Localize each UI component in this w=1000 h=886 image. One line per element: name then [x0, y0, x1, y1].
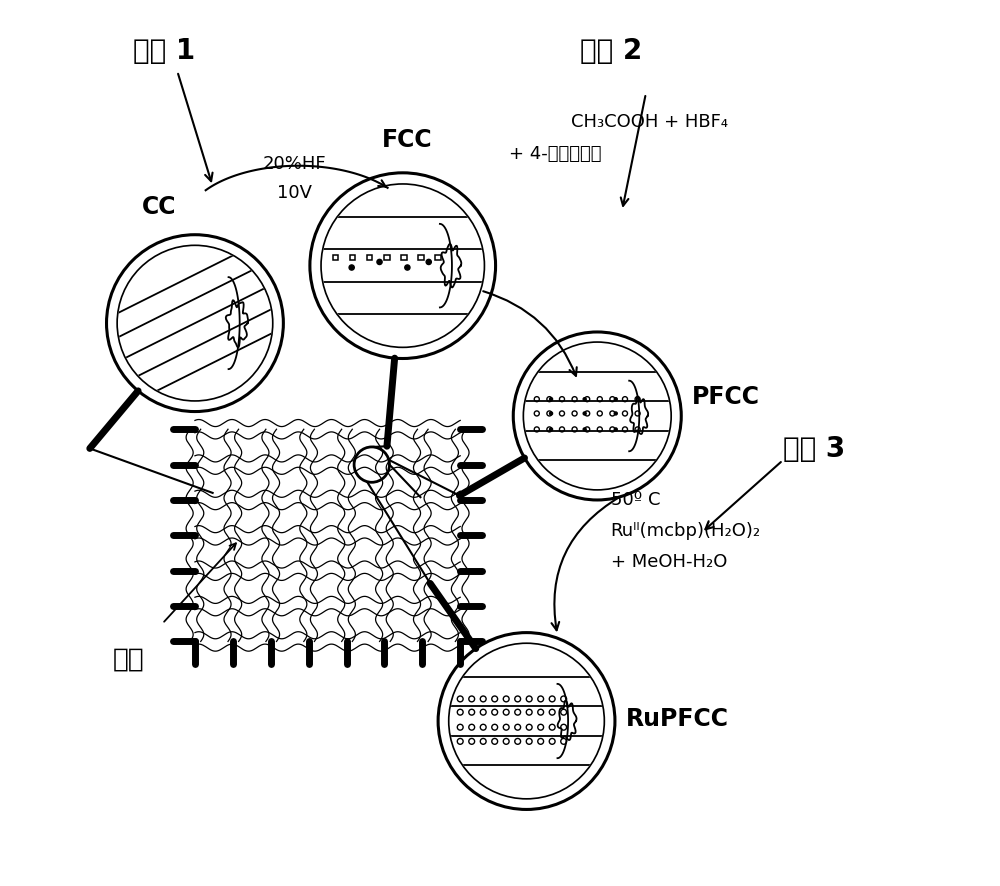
- Bar: [367, 256, 372, 261]
- Text: 步骤 1: 步骤 1: [133, 36, 195, 65]
- Text: 10V: 10V: [277, 183, 312, 201]
- Circle shape: [614, 429, 617, 431]
- Circle shape: [377, 260, 382, 265]
- Circle shape: [405, 266, 410, 271]
- Bar: [350, 256, 355, 261]
- Bar: [384, 256, 390, 261]
- Text: + 4-氮乙基吲唵: + 4-氮乙基吲唵: [509, 144, 601, 163]
- Text: CH₃COOH + HBF₄: CH₃COOH + HBF₄: [571, 113, 728, 131]
- Text: FCC: FCC: [382, 128, 433, 152]
- Text: 碳布: 碳布: [113, 646, 144, 672]
- Circle shape: [426, 260, 431, 265]
- Text: Ruᴵᴵ(mcbp)(H₂O)₂: Ruᴵᴵ(mcbp)(H₂O)₂: [611, 522, 761, 540]
- Text: 20%HF: 20%HF: [263, 155, 327, 173]
- Text: 步骤 3: 步骤 3: [783, 434, 845, 462]
- Circle shape: [614, 398, 617, 401]
- Bar: [333, 256, 338, 261]
- Circle shape: [614, 413, 617, 416]
- Circle shape: [550, 398, 553, 401]
- Bar: [418, 256, 424, 261]
- Circle shape: [583, 429, 586, 431]
- Circle shape: [583, 398, 586, 401]
- Bar: [401, 256, 407, 261]
- Circle shape: [550, 429, 553, 431]
- Text: RuPFCC: RuPFCC: [626, 707, 729, 731]
- Text: PFCC: PFCC: [692, 385, 760, 409]
- Circle shape: [349, 266, 354, 271]
- Bar: [435, 256, 441, 261]
- Circle shape: [583, 413, 586, 416]
- Circle shape: [550, 413, 553, 416]
- Text: + MeOH-H₂O: + MeOH-H₂O: [611, 553, 727, 571]
- Text: 50º C: 50º C: [611, 491, 660, 509]
- Text: CC: CC: [142, 194, 176, 218]
- Text: 步骤 2: 步骤 2: [580, 36, 642, 65]
